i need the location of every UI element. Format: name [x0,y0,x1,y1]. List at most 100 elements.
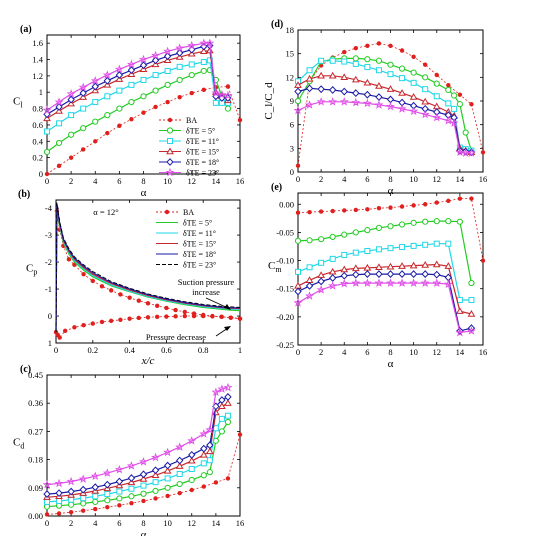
data-point [294,97,302,105]
annotation-arrow [205,297,229,309]
legend-marker [166,158,174,166]
series-line-δTE = 23° [297,101,472,154]
x-tick-label: 1 [238,345,242,355]
data-point [340,73,349,81]
y-tick-label: 0.27 [28,426,43,436]
data-point [104,112,111,119]
data-point [140,76,147,83]
data-point [218,415,225,422]
data-point [374,100,384,109]
data-point [306,264,313,271]
data-point [433,240,440,247]
legend-marker [164,209,170,215]
x-tick-label: 0 [54,345,58,355]
data-point [165,493,170,499]
data-point [92,99,99,106]
data-point [422,241,429,248]
annotation-arrowhead [224,304,231,310]
data-point [136,315,141,321]
x-tick-label: 0.6 [161,345,172,355]
series-line-δTE = 23° [46,42,228,111]
data-point [104,497,111,504]
legend-entry-label: δTE = 5° [183,219,212,228]
y-axis-label: Cp [26,263,37,277]
y-tick-label: 6 [290,120,294,130]
data-point [295,268,301,275]
data-point [399,75,406,82]
x-tick-label: 12 [433,174,442,184]
data-point [399,204,405,209]
data-point [206,469,213,476]
x-tick-label: 16 [236,518,245,528]
data-point [365,43,370,48]
series-line-δTE = 11° [297,243,472,301]
data-point [224,412,231,419]
data-point [200,460,207,467]
data-point [409,106,419,116]
data-point [225,84,231,89]
legend-entry-label: δTE = 15° [183,240,216,249]
data-point [201,313,206,319]
panel-label: (a) [20,24,32,35]
series-line-δTE = 23° [46,386,229,486]
data-point [90,321,96,326]
y-axis-label-subscript: d [20,442,24,451]
data-point [210,314,215,319]
data-point [339,97,349,106]
data-point [223,382,233,392]
y-tick-label: 0.36 [28,398,43,408]
data-point [306,237,313,244]
data-point [66,476,76,486]
data-point [55,139,63,147]
y-tick-label: 1.6 [32,38,43,48]
data-point [342,208,347,213]
annotation-arrowhead [224,326,231,331]
data-point [173,314,178,319]
x-tick-label: 8 [141,176,145,186]
y-tick-label: 0.18 [28,455,43,465]
data-point [329,255,336,262]
data-point [420,109,430,119]
x-tick-label: 0 [45,176,49,186]
data-point [294,87,302,96]
data-point [128,493,135,500]
data-point [127,316,132,321]
data-point [117,123,122,128]
data-point [54,478,64,488]
data-point [224,105,232,112]
data-point [294,287,302,296]
y-tick-label: 0.4 [32,136,43,146]
y-tick-label: 0.6 [32,120,43,130]
data-point [188,450,196,459]
data-point [200,67,207,75]
series-line-δTE = 23° [297,282,472,334]
series-group [43,382,243,517]
data-point [56,163,62,169]
data-point [328,97,338,106]
y-tick-label: 0.09 [28,483,43,493]
data-point [376,41,382,46]
data-point [67,487,75,496]
data-point [139,475,148,482]
data-point [480,258,486,263]
y-axis-label: Cd [13,437,24,451]
data-point [68,131,75,138]
data-point [206,457,213,464]
data-point [422,202,428,207]
data-point [153,496,158,501]
data-point [163,447,173,457]
x-tick-label: 4 [93,176,98,186]
data-point [398,270,406,278]
x-tick-label: 12 [188,176,197,186]
data-point [200,444,208,453]
data-point [342,49,347,55]
data-point [213,480,219,485]
data-point [44,512,50,517]
data-point [114,64,124,74]
data-point [99,284,105,289]
data-point [224,393,232,401]
data-point [376,206,382,211]
data-point [305,74,314,82]
x-axis-label: α [388,358,394,370]
data-point [480,150,486,155]
